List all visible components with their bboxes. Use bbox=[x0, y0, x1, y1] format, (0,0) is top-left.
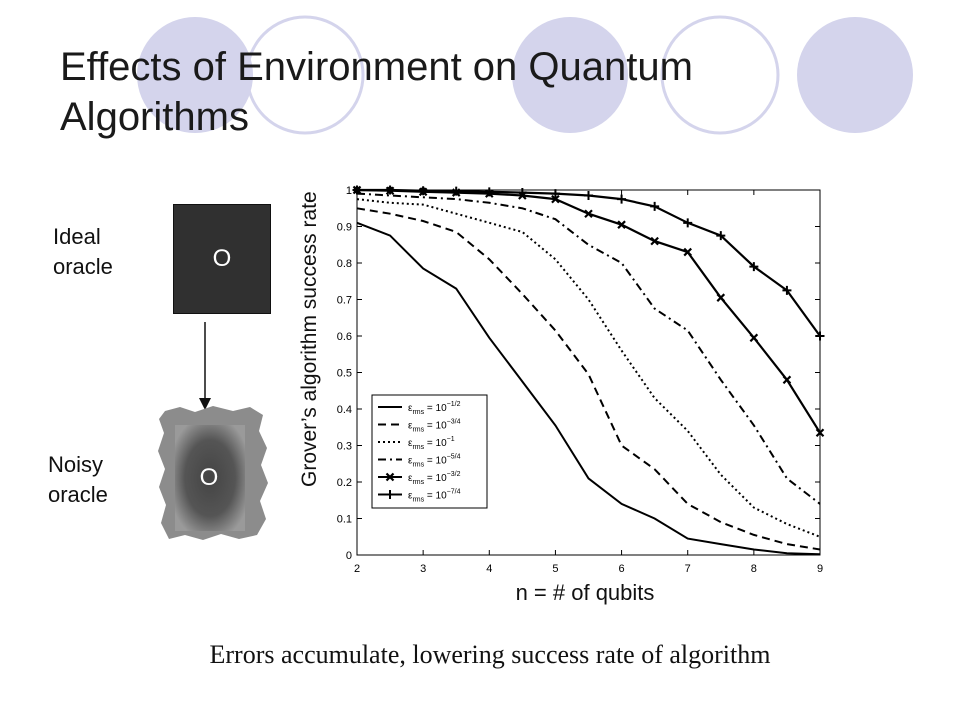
series-point-top bbox=[419, 187, 427, 195]
x-tick-label: 5 bbox=[552, 563, 558, 575]
legend-text-legend-base: = 10 bbox=[424, 473, 447, 484]
legend-box bbox=[371, 394, 488, 509]
legend-text-legend-base: = 10 bbox=[424, 421, 447, 432]
legend-text-legend-sub: rms bbox=[412, 497, 424, 504]
arrow-down-icon bbox=[199, 322, 211, 410]
series-point-top bbox=[353, 186, 361, 194]
legend-text-legend-exp: −3/4 bbox=[447, 419, 461, 426]
legend-text-legend-exp: −5/4 bbox=[447, 454, 461, 461]
y-axis-label: Grover’s algorithm success rate bbox=[298, 191, 321, 487]
legend-text-legend-base: = 10 bbox=[424, 491, 447, 502]
series-line-1 bbox=[356, 221, 821, 556]
decor-circle-outline bbox=[660, 15, 780, 135]
series-point-6 bbox=[815, 331, 825, 341]
legend-text-legend-sym: ε bbox=[408, 473, 413, 484]
y-tick-label: 0.8 bbox=[337, 258, 352, 270]
legend-text-legend-sub: rms bbox=[412, 427, 424, 434]
legend-text-legend-exp: −1/2 bbox=[447, 401, 461, 408]
legend-text-legend-sub: rms bbox=[412, 462, 424, 469]
legend-text-legend-sub: rms bbox=[412, 479, 424, 486]
series-point-6 bbox=[617, 194, 627, 204]
series-point-5 bbox=[716, 293, 726, 302]
series-point-5 bbox=[584, 209, 593, 219]
x-axis-label: n = # of qubits bbox=[515, 580, 655, 605]
decor-circle-filled bbox=[137, 17, 253, 133]
series-point-6 bbox=[584, 190, 593, 200]
legend-text-legend-exp: −3/2 bbox=[447, 471, 461, 478]
series-point-5 bbox=[782, 375, 792, 385]
ideal-oracle-box: O bbox=[173, 204, 271, 314]
ideal-oracle-label: Ideal oracle bbox=[53, 224, 113, 279]
legend-entry-1: εrms = 10−1/2 bbox=[408, 401, 461, 416]
legend-text-legend-base: = 10 bbox=[424, 438, 447, 449]
series-point-6 bbox=[451, 186, 461, 196]
noisy-oracle-symbol: O bbox=[199, 464, 219, 491]
decor-circle-filled bbox=[797, 17, 913, 133]
series-point-top bbox=[386, 186, 394, 194]
x-tick-label: 4 bbox=[486, 563, 492, 575]
legend-entry-4: εrms = 10−5/4 bbox=[408, 454, 461, 469]
y-tick-label: 0.2 bbox=[337, 477, 352, 489]
slide-title: Effects of Environment on Quantum Algori… bbox=[60, 45, 693, 139]
series-point-6 bbox=[484, 187, 494, 197]
y-tick-label: 0.1 bbox=[337, 514, 352, 526]
legend-entry-3: εrms = 10−1 bbox=[408, 436, 455, 451]
x-tick-label: 9 bbox=[817, 563, 823, 575]
noisy-oracle-box: O bbox=[175, 425, 243, 531]
series-point-6 bbox=[716, 231, 726, 241]
legend-text-legend-sym: ε bbox=[408, 421, 413, 432]
series-point-5 bbox=[683, 247, 692, 257]
legend-text-legend-sub: rms bbox=[412, 444, 424, 451]
y-tick-label: 0 bbox=[346, 550, 352, 562]
legend-entry-6: εrms = 10−7/4 bbox=[408, 489, 461, 504]
decorative-circles bbox=[137, 15, 913, 135]
legend-text-legend-base: = 10 bbox=[424, 403, 447, 414]
legend-text-legend-sym: ε bbox=[408, 438, 413, 449]
y-tick-label: 0.4 bbox=[337, 404, 352, 416]
y-tick-label: 1 bbox=[346, 185, 352, 197]
legend-marker-6 bbox=[385, 490, 395, 499]
series-point-6 bbox=[650, 201, 660, 211]
legend-text-legend-base: = 10 bbox=[424, 456, 447, 467]
success-rate-chart: 2 3 4 5 6 7 8 900.10.20.30.40.50.60.70.80.91εrm… bbox=[337, 185, 825, 575]
y-tick-label: 0.3 bbox=[337, 441, 352, 453]
legend-entry-2: εrms = 10−3/4 bbox=[408, 419, 461, 434]
legend-text-legend-exp: −7/4 bbox=[447, 489, 461, 496]
y-tick-label: 0.9 bbox=[337, 222, 352, 234]
series-point-6 bbox=[517, 188, 527, 198]
y-tick-label: 0.5 bbox=[337, 368, 352, 380]
series-point-5 bbox=[650, 236, 659, 246]
ideal-oracle-symbol: O bbox=[212, 245, 232, 272]
series-line-4 bbox=[356, 192, 821, 505]
series-point-6 bbox=[782, 285, 792, 295]
legend-marker-5 bbox=[385, 472, 395, 482]
x-tick-label: 3 bbox=[420, 563, 426, 575]
x-tick-label: 2 bbox=[354, 563, 360, 575]
x-tick-label: 7 bbox=[685, 563, 691, 575]
slide-caption: Errors accumulate, lowering success rate… bbox=[209, 640, 771, 669]
y-tick-label: 0.6 bbox=[337, 331, 352, 343]
series-point-6 bbox=[749, 262, 759, 272]
series-line-3 bbox=[356, 198, 821, 538]
series-point-5 bbox=[815, 428, 825, 438]
legend-text-legend-sub: rms bbox=[412, 409, 424, 416]
series-point-6 bbox=[683, 218, 693, 228]
noisy-oracle-blob bbox=[158, 406, 268, 540]
noisy-oracle-label: Noisy oracle bbox=[48, 452, 108, 507]
y-tick-label: 0.7 bbox=[337, 295, 352, 307]
x-tick-label: 6 bbox=[619, 563, 625, 575]
decor-circle-outline bbox=[245, 15, 365, 135]
legend-text-legend-sym: ε bbox=[408, 456, 413, 467]
series-point-5 bbox=[551, 194, 560, 204]
legend-text-legend-sym: ε bbox=[408, 403, 413, 414]
legend-text-legend-sym: ε bbox=[408, 491, 413, 502]
series-line-2 bbox=[356, 207, 821, 551]
decor-circle-filled bbox=[512, 17, 628, 133]
series-point-5 bbox=[749, 333, 759, 343]
legend-text-legend-exp: −1 bbox=[447, 436, 455, 443]
series-point-5 bbox=[617, 220, 626, 229]
series-point-6 bbox=[550, 189, 560, 199]
x-tick-label: 8 bbox=[751, 563, 757, 575]
legend-entry-5: εrms = 10−3/2 bbox=[408, 471, 461, 486]
